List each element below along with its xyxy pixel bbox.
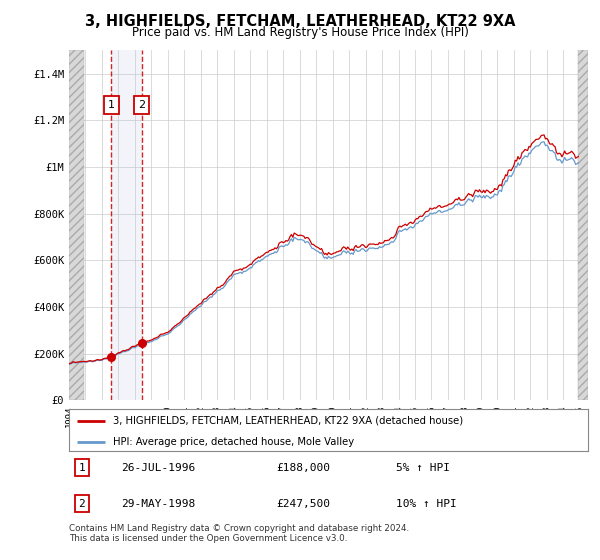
Text: £247,500: £247,500: [277, 499, 331, 509]
Text: 1: 1: [79, 463, 85, 473]
Text: 10% ↑ HPI: 10% ↑ HPI: [396, 499, 457, 509]
Text: Price paid vs. HM Land Registry's House Price Index (HPI): Price paid vs. HM Land Registry's House …: [131, 26, 469, 39]
Bar: [69, 50, 84, 400]
Bar: [578, 50, 588, 400]
Bar: [69, 50, 84, 400]
Text: 3, HIGHFIELDS, FETCHAM, LEATHERHEAD, KT22 9XA: 3, HIGHFIELDS, FETCHAM, LEATHERHEAD, KT2…: [85, 14, 515, 29]
Bar: [578, 50, 588, 400]
Text: Contains HM Land Registry data © Crown copyright and database right 2024.
This d: Contains HM Land Registry data © Crown c…: [69, 524, 409, 543]
Text: 26-JUL-1996: 26-JUL-1996: [121, 463, 195, 473]
Text: £188,000: £188,000: [277, 463, 331, 473]
Text: 1: 1: [107, 100, 115, 110]
Text: 2: 2: [79, 499, 85, 509]
Bar: [111, 50, 142, 400]
Text: HPI: Average price, detached house, Mole Valley: HPI: Average price, detached house, Mole…: [113, 437, 354, 446]
Text: 5% ↑ HPI: 5% ↑ HPI: [396, 463, 450, 473]
Text: 29-MAY-1998: 29-MAY-1998: [121, 499, 195, 509]
Text: 2: 2: [138, 100, 145, 110]
Text: 3, HIGHFIELDS, FETCHAM, LEATHERHEAD, KT22 9XA (detached house): 3, HIGHFIELDS, FETCHAM, LEATHERHEAD, KT2…: [113, 416, 463, 426]
